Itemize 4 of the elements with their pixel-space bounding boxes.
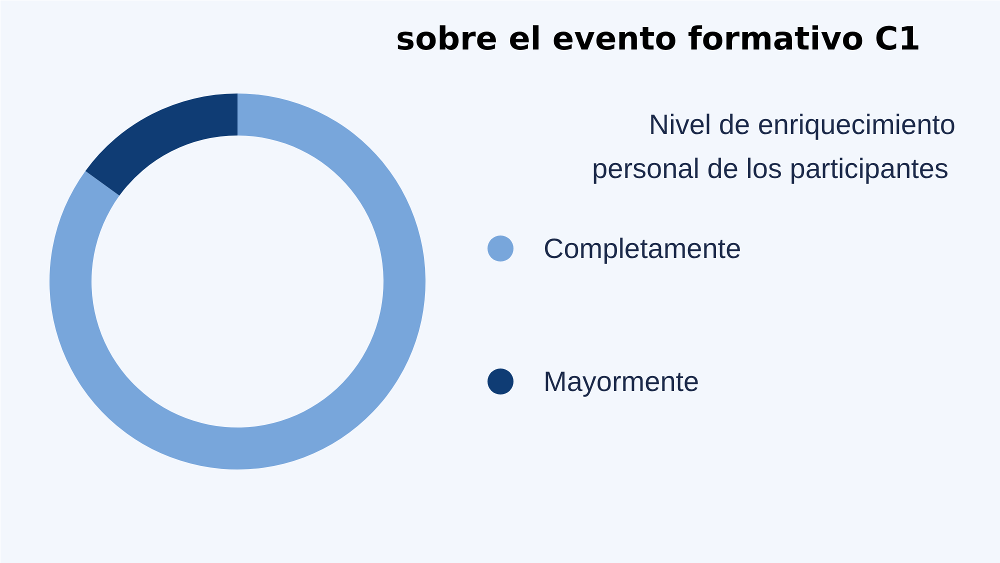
legend-label: Mayormente — [544, 366, 700, 397]
legend-label: Completamente — [544, 233, 742, 264]
legend-title: Nivel de enriquecimiento personal de los participantes — [592, 109, 956, 184]
chart-title: sobre el evento formativo C1 — [396, 20, 920, 58]
